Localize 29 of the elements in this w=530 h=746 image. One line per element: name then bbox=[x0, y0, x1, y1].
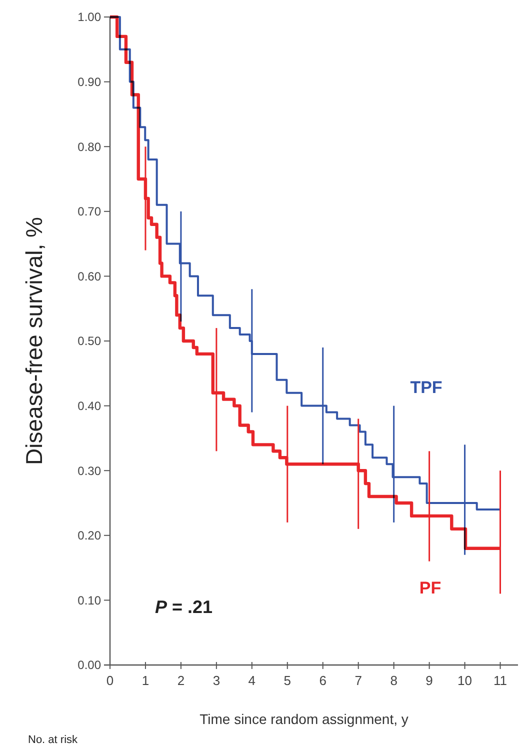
y-tick-label: 0.10 bbox=[78, 593, 102, 608]
y-tick-label: 0.90 bbox=[78, 75, 102, 89]
x-tick-label: 2 bbox=[177, 673, 185, 688]
x-tick-label: 6 bbox=[319, 673, 326, 688]
x-tick-label: 9 bbox=[426, 673, 433, 688]
text: PF bbox=[419, 578, 442, 598]
y-tick-label: 0.40 bbox=[78, 399, 102, 413]
text: No. at risk bbox=[28, 734, 78, 746]
annotation: P = .21 bbox=[155, 597, 213, 617]
y-tick-label: 0.20 bbox=[78, 528, 102, 543]
y-tick-label: 0.70 bbox=[78, 204, 102, 219]
x-tick-label: 0 bbox=[106, 673, 114, 688]
x-tick-label: 7 bbox=[354, 673, 362, 688]
y-tick-label: 0.50 bbox=[78, 334, 102, 348]
x-tick-label: 4 bbox=[248, 673, 256, 688]
y-tick-label: 0.80 bbox=[78, 140, 102, 154]
y-tick-label: 0.60 bbox=[78, 269, 102, 284]
y-tick-label: 0.30 bbox=[78, 464, 102, 478]
y-axis-title: Disease-free survival, % bbox=[21, 217, 47, 465]
x-axis-title: Time since random assignment, y bbox=[200, 711, 408, 727]
x-tick-label: 3 bbox=[212, 673, 220, 688]
text: TPF bbox=[410, 378, 442, 397]
x-tick-label: 8 bbox=[390, 673, 398, 688]
y-tick-label: 0.00 bbox=[78, 658, 102, 672]
x-tick-label: 10 bbox=[458, 673, 472, 688]
x-tick-label: 11 bbox=[494, 673, 508, 688]
y-tick-label: 1.00 bbox=[78, 10, 102, 24]
x-tick-label: 5 bbox=[284, 673, 292, 688]
x-tick-label: 1 bbox=[142, 673, 150, 688]
